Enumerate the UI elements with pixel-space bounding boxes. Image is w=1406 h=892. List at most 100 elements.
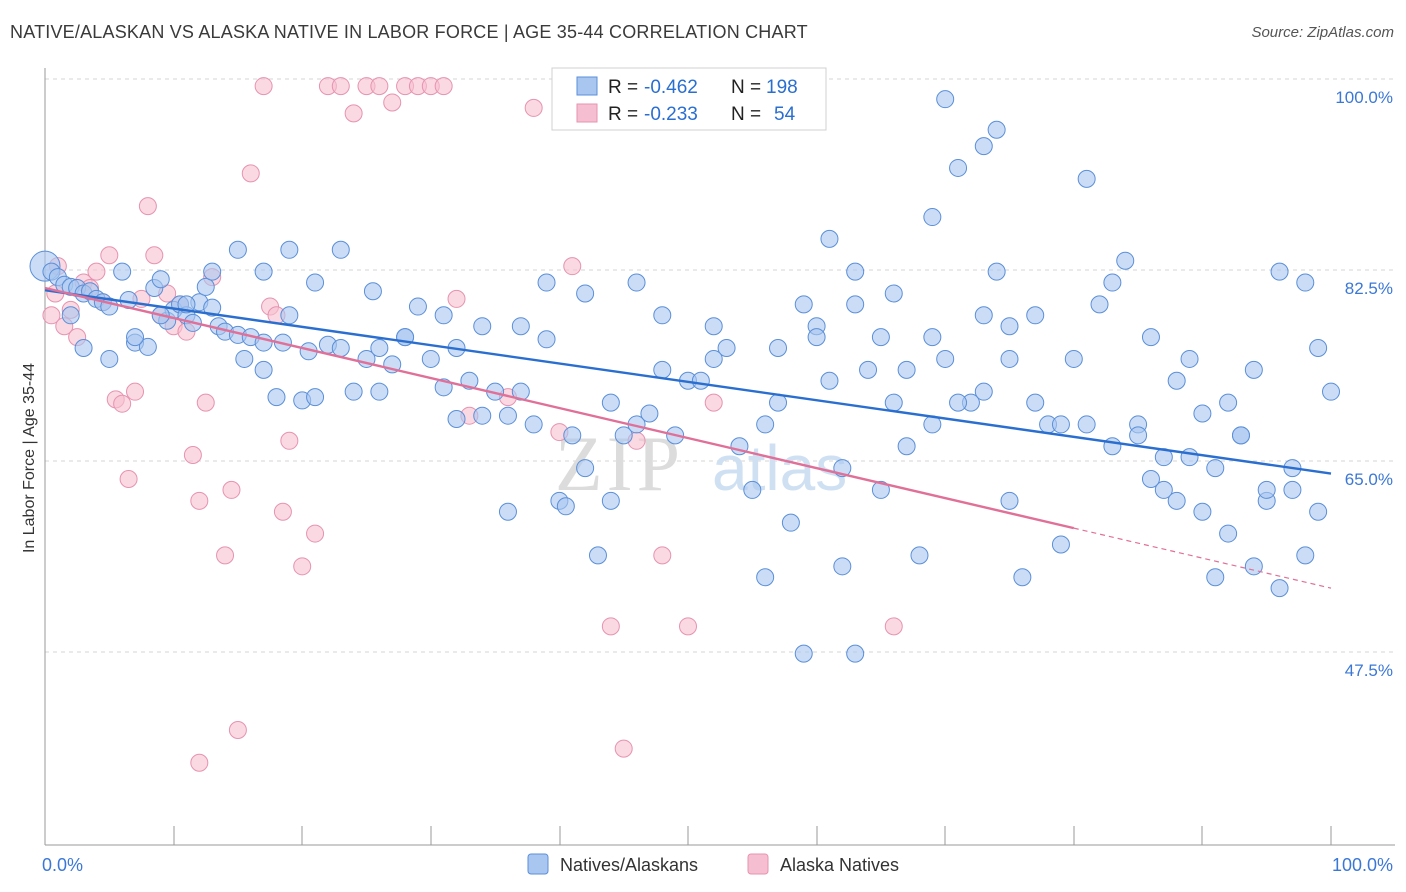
natives-alaskans-point-144 <box>203 262 222 281</box>
natives-alaskans-point-152 <box>1167 491 1186 510</box>
natives-alaskans-point-172 <box>949 393 968 412</box>
natives-alaskans-point-85 <box>910 546 929 565</box>
natives-alaskans-point-97 <box>1064 349 1083 368</box>
natives-alaskans-point-78 <box>820 371 839 390</box>
legend-r-label-blue: R = <box>608 77 638 98</box>
natives-alaskans-point-116 <box>1309 339 1328 358</box>
natives-alaskans-point-68 <box>691 371 710 390</box>
natives-alaskans-point-167 <box>1077 415 1096 434</box>
natives-alaskans-point-88 <box>949 158 968 177</box>
natives-alaskans-point-80 <box>846 295 865 314</box>
alaska-natives-point-40 <box>344 104 363 123</box>
natives-alaskans-point-161 <box>1231 426 1250 445</box>
natives-alaskans-point-179 <box>498 502 517 521</box>
alaska-natives-point-61 <box>190 753 209 772</box>
natives-alaskans-point-87 <box>936 349 955 368</box>
natives-alaskans-point-122 <box>936 90 955 109</box>
natives-alaskans-point-76 <box>794 295 813 314</box>
natives-alaskans-point-157 <box>1296 546 1315 565</box>
natives-alaskans-point-48 <box>447 409 466 428</box>
alaska-natives-point-10 <box>100 246 119 265</box>
natives-alaskans-point-81 <box>859 360 878 379</box>
natives-alaskans-point-70 <box>717 339 736 358</box>
natives-alaskans-point-113 <box>1270 262 1289 281</box>
source-credit: Source: ZipAtlas.com <box>1251 24 1394 41</box>
natives-alaskans-point-82 <box>871 480 890 499</box>
natives-alaskans-point-107 <box>1193 404 1212 423</box>
natives-alaskans-point-169 <box>1026 393 1045 412</box>
natives-alaskans-point-57 <box>556 497 575 516</box>
natives-alaskans-point-11 <box>113 262 132 281</box>
alaska-natives-point-37 <box>306 524 325 543</box>
alaska-natives-trend-extension <box>1073 527 1332 589</box>
natives-alaskans-point-147 <box>126 328 145 347</box>
natives-alaskans-point-177 <box>820 229 839 248</box>
natives-alaskans-point-148 <box>100 349 119 368</box>
natives-alaskans-point-96 <box>1051 535 1070 554</box>
legend-swatch-natives-alaskans <box>527 853 549 875</box>
alaska-natives-point-28 <box>222 480 241 499</box>
legend-label-alaska-natives: Alaska Natives <box>780 855 899 875</box>
natives-alaskans-point-175 <box>871 328 890 347</box>
natives-alaskans-point-103 <box>1141 328 1160 347</box>
natives-alaskans-point-121 <box>846 644 865 663</box>
legend-swatch-alaska-natives <box>747 853 769 875</box>
natives-alaskans-point-33 <box>280 306 299 325</box>
legend-swatch-blue <box>576 76 598 96</box>
natives-alaskans-point-83 <box>884 393 903 412</box>
natives-alaskans-point-118 <box>756 568 775 587</box>
natives-alaskans-point-178 <box>601 491 620 510</box>
alaska-natives-point-48 <box>447 289 466 308</box>
natives-alaskans-point-55 <box>537 330 556 349</box>
natives-alaskans-point-38 <box>331 339 350 358</box>
alaska-natives-point-58 <box>679 617 697 636</box>
natives-alaskans-point-36 <box>306 388 325 407</box>
alaska-natives-point-57 <box>653 546 672 565</box>
natives-alaskans-point-24 <box>203 298 222 317</box>
natives-alaskans-point-28 <box>235 349 254 368</box>
natives-alaskans-point-170 <box>1000 491 1019 510</box>
natives-alaskans-point-132 <box>627 273 646 292</box>
natives-alaskans-point-171 <box>974 382 993 401</box>
y-tick-label-1: 82.5% <box>1345 279 1393 298</box>
legend-label-natives-alaskans: Natives/Alaskans <box>560 855 698 875</box>
natives-alaskans-point-106 <box>1180 349 1199 368</box>
natives-alaskans-point-92 <box>1000 317 1019 336</box>
natives-alaskans-point-16 <box>151 270 170 289</box>
legend-n-value-blue: 198 <box>766 77 798 98</box>
natives-alaskans-point-119 <box>833 557 852 576</box>
legend-r-label-pink: R = <box>608 104 638 125</box>
natives-alaskans-point-160 <box>1257 480 1276 499</box>
natives-alaskans-point-163 <box>1180 448 1199 467</box>
natives-alaskans-point-91 <box>987 262 1006 281</box>
alaska-natives-point-55 <box>614 739 633 758</box>
natives-alaskans-point-72 <box>743 480 762 499</box>
alaska-natives-point-35 <box>280 431 299 450</box>
natives-alaskans-point-45 <box>408 297 427 316</box>
natives-alaskans-point-124 <box>987 120 1006 139</box>
legend-swatch-pink <box>576 103 598 123</box>
alaska-natives-point-16 <box>138 197 157 216</box>
alaska-natives-point-13 <box>119 470 138 488</box>
natives-alaskans-point-46 <box>421 349 440 368</box>
natives-alaskans-point-128 <box>807 328 826 347</box>
natives-alaskans-point-117 <box>1322 382 1340 401</box>
natives-alaskans-point-100 <box>1103 273 1122 292</box>
legend-box <box>551 67 827 131</box>
natives-alaskans-point-120 <box>794 644 813 663</box>
alaska-natives-point-42 <box>370 77 389 96</box>
alaska-natives-point-39 <box>331 77 350 96</box>
natives-alaskans-point-94 <box>1026 306 1045 325</box>
natives-alaskans-point-109 <box>1219 393 1238 412</box>
natives-alaskans-point-58 <box>563 426 582 445</box>
natives-alaskans-point-153 <box>1193 502 1212 521</box>
natives-alaskans-point-154 <box>1219 524 1238 543</box>
alaska-natives-point-43 <box>383 93 402 112</box>
natives-alaskans-point-64 <box>640 404 659 423</box>
natives-alaskans-point-31 <box>267 388 286 407</box>
natives-alaskans-point-84 <box>897 437 916 456</box>
natives-alaskans-point-14 <box>138 337 157 356</box>
trend-lines <box>44 286 1332 589</box>
natives-alaskans-point-158 <box>1309 502 1328 521</box>
correlation-legend: R = -0.462 N = 198 R = -0.233 N = 54 <box>551 67 827 131</box>
